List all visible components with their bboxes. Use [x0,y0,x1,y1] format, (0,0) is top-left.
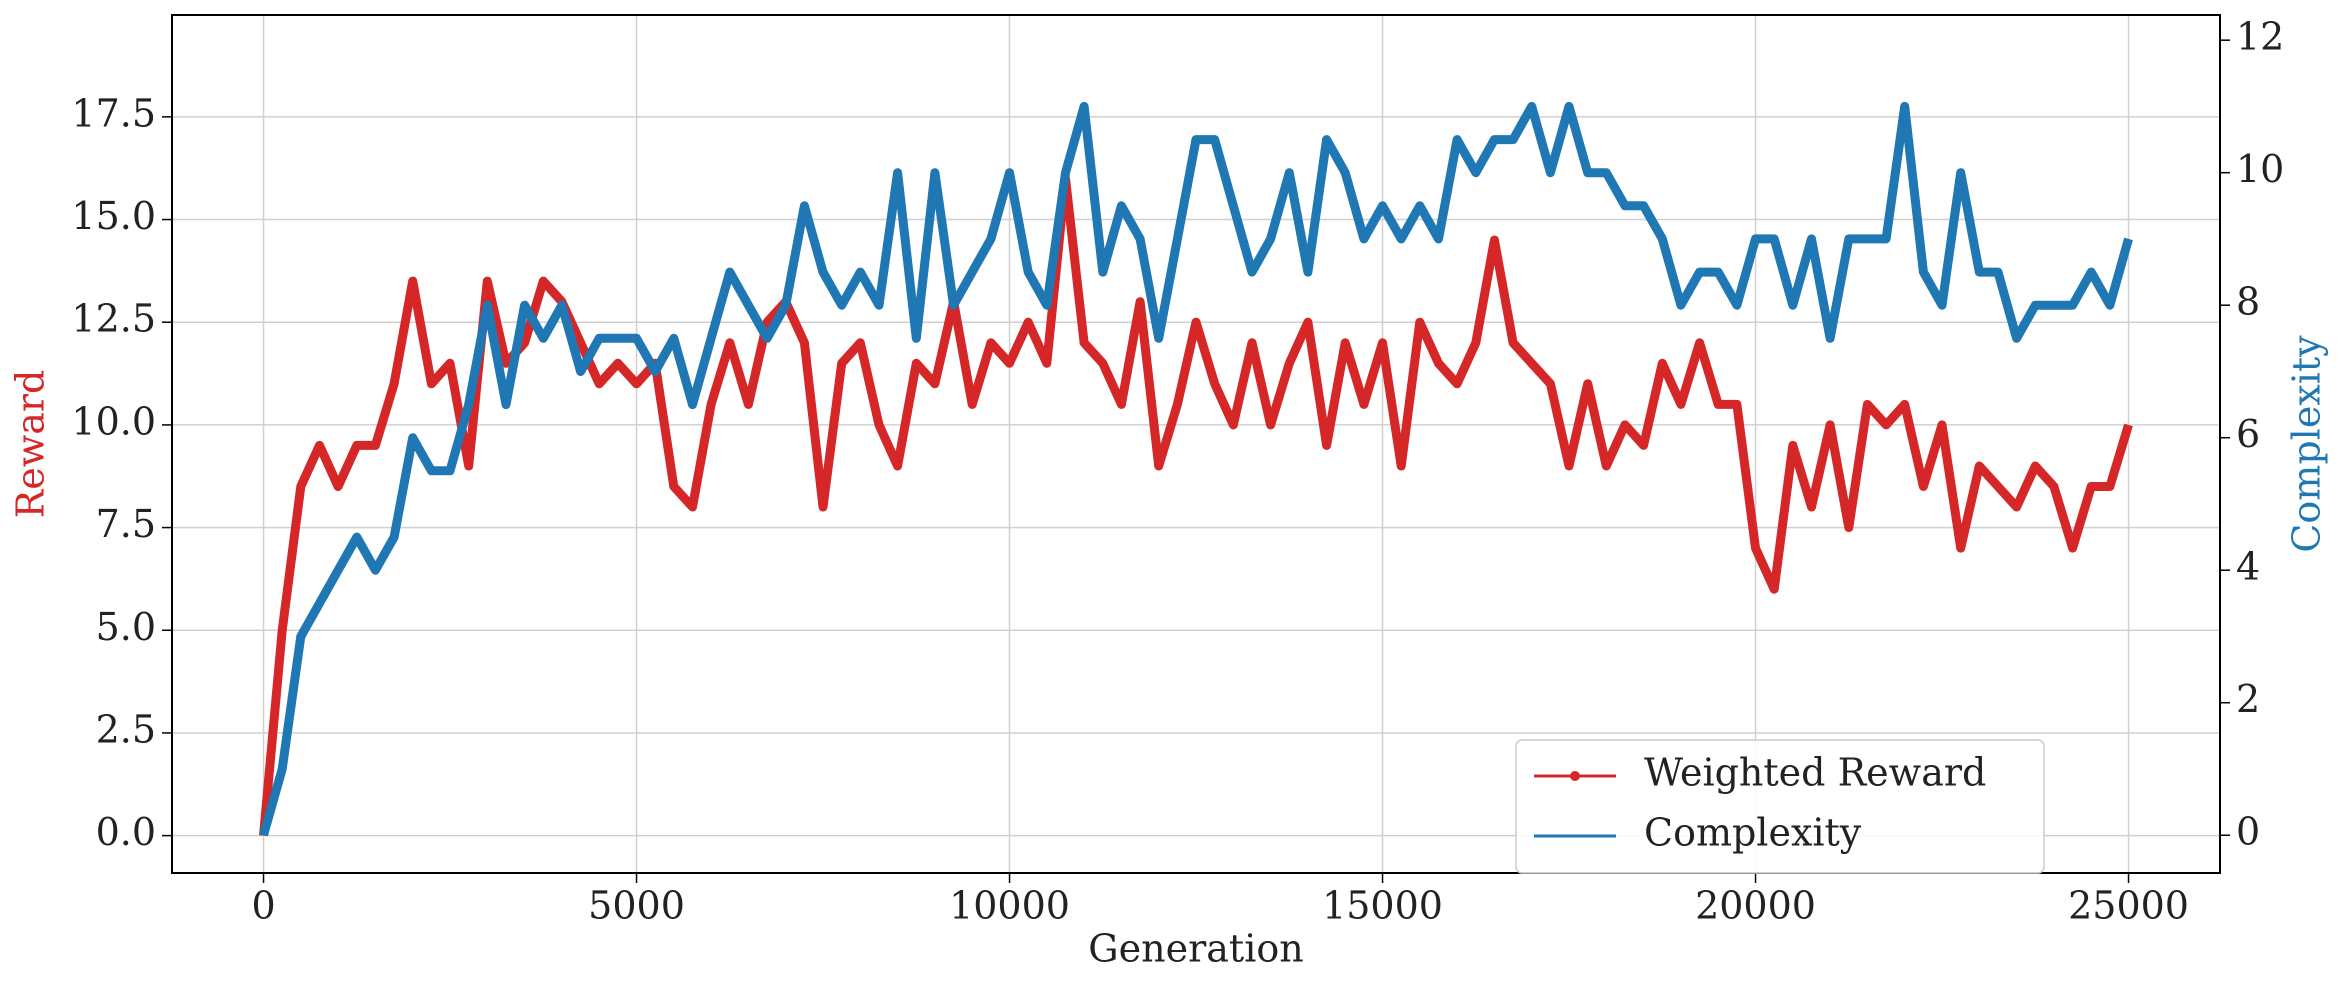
plot-frame [171,14,2221,874]
x-tick-label: 20000 [1695,884,1816,928]
legend-label: Weighted Reward [1644,751,1986,795]
y-tick-label: 17.5 [71,91,156,135]
y-tick-label: 10.0 [71,399,156,443]
y2-tick-label: 2 [2236,677,2260,721]
y2-tick-label: 0 [2236,810,2260,854]
x-tick-label: 15000 [1322,884,1443,928]
legend-marker [1570,771,1580,781]
y2-tick-label: 12 [2236,15,2284,59]
legend-label: Complexity [1644,811,1862,855]
legend-box [1515,739,2045,874]
x-tick-label: 5000 [588,884,685,928]
x-tick-label: 0 [251,884,275,928]
y-tick-label: 0.0 [96,810,156,854]
x-tick-label: 25000 [2068,884,2189,928]
y-tick-label: 15.0 [71,194,156,238]
y2-tick-label: 8 [2236,280,2260,324]
y-tick-label: 7.5 [96,502,156,546]
data-line [259,101,2133,837]
y2-tick-label: 4 [2236,545,2260,589]
y-tick-label: 2.5 [96,707,156,751]
y2-tick-label: 6 [2236,412,2260,456]
x-tick-label: 10000 [949,884,1070,928]
y-axis-label: Reward [9,370,53,519]
x-axis-label: Generation [1088,927,1303,971]
y2-tick-label: 10 [2236,147,2284,191]
data-line [259,174,2133,837]
y-tick-label: 5.0 [96,605,156,649]
y2-axis-label: Complexity [2285,335,2329,553]
y-tick-label: 12.5 [71,297,156,341]
